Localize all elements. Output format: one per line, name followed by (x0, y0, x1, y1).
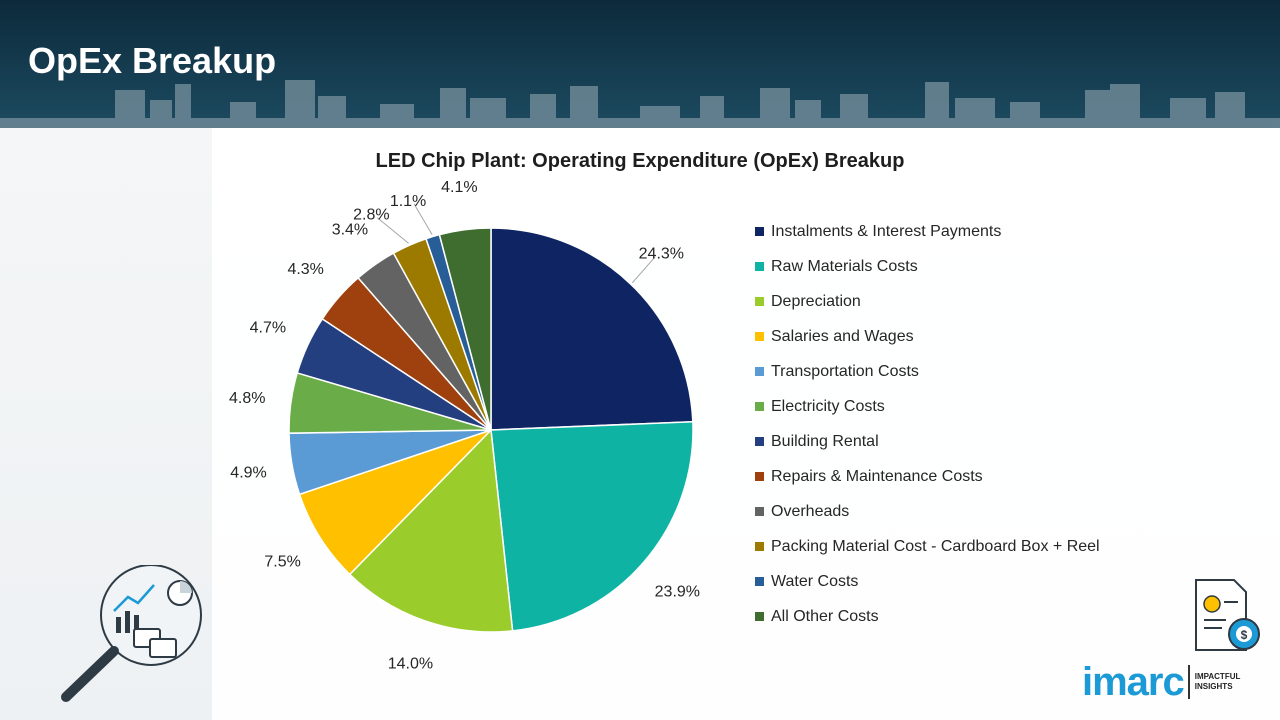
legend-item: Salaries and Wages (755, 319, 1100, 354)
legend-label: Instalments & Interest Payments (771, 222, 1002, 240)
imarc-logo: imarc IMPACTFUL INSIGHTS (1082, 662, 1240, 702)
legend-swatch (755, 437, 764, 446)
legend-label: Repairs & Maintenance Costs (771, 467, 983, 485)
data-label: 1.1% (390, 193, 426, 210)
legend-label: Depreciation (771, 292, 861, 310)
legend-label: Transportation Costs (771, 362, 919, 380)
header-banner: OpEx Breakup (0, 0, 1280, 128)
chart-legend: Instalments & Interest Payments Raw Mater… (755, 214, 1100, 634)
legend-label: Salaries and Wages (771, 327, 914, 345)
city-skyline-decoration (0, 80, 1280, 128)
logo-tagline-line1: IMPACTFUL (1194, 672, 1241, 681)
legend-item: Depreciation (755, 284, 1100, 319)
legend-label: Overheads (771, 502, 850, 520)
leader-line (377, 217, 409, 244)
logo-wordmark: imarc (1082, 660, 1185, 704)
legend-label: Packing Material Cost - Cardboard Box + … (771, 537, 1100, 555)
legend-item: Electricity Costs (755, 389, 1100, 424)
pie-slice (490, 420, 694, 632)
legend-swatch (755, 472, 764, 481)
leader-line (631, 256, 656, 284)
legend-swatch (755, 542, 764, 551)
legend-swatch (755, 402, 764, 411)
pie-slice (438, 227, 492, 431)
data-label: 4.1% (441, 179, 477, 196)
data-label: 3.4% (332, 221, 368, 238)
financial-report-icon: $ (1195, 579, 1260, 651)
legend-swatch (755, 367, 764, 376)
legend-item: Overheads (755, 494, 1100, 529)
data-label: 4.8% (229, 390, 265, 407)
legend-swatch (755, 262, 764, 271)
leader-line (413, 203, 433, 235)
legend-item: Water Costs (755, 564, 1100, 599)
pie-slice (490, 227, 694, 431)
svg-text:$: $ (1241, 628, 1248, 642)
legend-swatch (755, 297, 764, 306)
pie-slice (348, 428, 514, 633)
legend-item: Repairs & Maintenance Costs (755, 459, 1100, 494)
analytics-magnifier-icon (61, 565, 202, 702)
legend-swatch (755, 227, 764, 236)
logo-tagline: IMPACTFUL INSIGHTS (1195, 672, 1241, 692)
legend-label: All Other Costs (771, 607, 879, 625)
data-label: 24.3% (639, 246, 684, 263)
chart-title: LED Chip Plant: Operating Expenditure (O… (375, 150, 905, 172)
legend-label: Raw Materials Costs (771, 257, 918, 275)
legend-item: Transportation Costs (755, 354, 1100, 389)
data-label: 23.9% (655, 584, 700, 601)
legend-item: Building Rental (755, 424, 1100, 459)
logo-divider (1187, 665, 1190, 699)
data-label: 14.0% (388, 655, 433, 672)
data-label: 4.9% (230, 465, 266, 482)
legend-swatch (755, 507, 764, 516)
data-label: 2.8% (353, 207, 389, 224)
logo-tagline-line2: INSIGHTS (1194, 682, 1233, 691)
legend-item: Packing Material Cost - Cardboard Box + … (755, 529, 1100, 564)
legend-label: Building Rental (771, 432, 879, 450)
legend-label: Water Costs (771, 572, 859, 590)
legend-swatch (755, 332, 764, 341)
legend-swatch (755, 612, 764, 621)
legend-item: All Other Costs (755, 599, 1100, 634)
data-label: 4.7% (250, 319, 286, 336)
legend-item: Raw Materials Costs (755, 249, 1100, 284)
data-label: 7.5% (264, 554, 300, 571)
data-label: 4.3% (287, 261, 323, 278)
page-title: OpEx Breakup (28, 40, 277, 81)
legend-item: Instalments & Interest Payments (755, 214, 1100, 249)
legend-swatch (755, 577, 764, 586)
legend-label: Electricity Costs (771, 397, 885, 415)
pie-slice (298, 429, 492, 576)
